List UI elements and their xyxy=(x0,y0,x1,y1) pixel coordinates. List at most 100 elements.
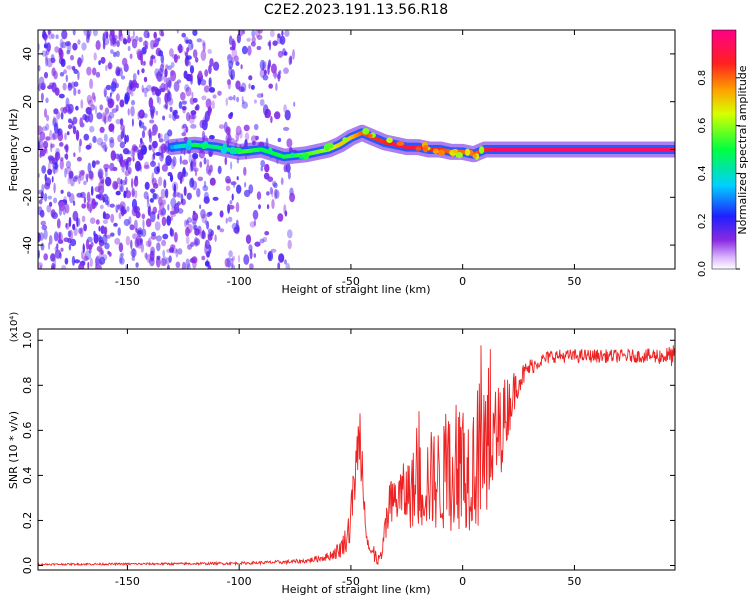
noise-blob xyxy=(87,99,94,107)
noise-blob xyxy=(127,30,131,39)
noise-blob xyxy=(162,233,169,240)
noise-blob xyxy=(134,190,138,199)
noise-blob xyxy=(231,38,235,49)
noise-blob xyxy=(136,162,142,171)
noise-blob xyxy=(140,55,143,66)
noise-blob xyxy=(96,264,102,269)
noise-blob xyxy=(118,30,121,41)
noise-blob xyxy=(69,229,73,241)
noise-blob xyxy=(131,178,134,189)
noise-blob xyxy=(212,196,219,201)
noise-blob xyxy=(248,75,253,81)
noise-blob xyxy=(73,87,77,96)
noise-blob xyxy=(95,194,102,199)
noise-blob xyxy=(112,166,118,172)
y-tick-label: -20 xyxy=(21,188,34,206)
noise-blob xyxy=(104,107,110,115)
ridge-blob xyxy=(290,152,295,158)
noise-blob xyxy=(160,82,166,92)
noise-blob xyxy=(92,67,97,76)
x-tick-label: -50 xyxy=(342,575,360,588)
noise-blob xyxy=(145,218,152,228)
x-tick-label: 0 xyxy=(459,575,466,588)
spectrogram-y-axis-label: Frequency (Hz) xyxy=(7,109,20,192)
noise-blob xyxy=(170,216,173,221)
noise-blob xyxy=(77,57,82,68)
noise-blob xyxy=(227,53,233,64)
noise-blob xyxy=(217,225,221,230)
noise-blob xyxy=(264,163,270,173)
noise-blob xyxy=(83,30,88,36)
noise-blob xyxy=(202,185,209,192)
noise-blob xyxy=(81,250,84,260)
noise-blob xyxy=(109,92,112,97)
colorbar-label: Normalized spectral amplitude xyxy=(736,65,749,234)
noise-blob xyxy=(158,138,164,143)
noise-blob xyxy=(119,99,125,108)
ridge-blob xyxy=(234,147,243,153)
noise-blob xyxy=(147,237,152,248)
noise-blob xyxy=(165,257,171,265)
noise-blob xyxy=(110,232,115,237)
noise-blob xyxy=(132,73,137,81)
noise-blob xyxy=(247,45,252,56)
noise-blob xyxy=(58,93,65,99)
noise-blob xyxy=(242,30,246,35)
noise-blob xyxy=(82,253,88,262)
noise-blob xyxy=(46,204,52,213)
noise-blob xyxy=(103,213,111,220)
noise-blob xyxy=(264,249,267,255)
noise-blob xyxy=(279,35,286,45)
noise-blob xyxy=(44,148,49,155)
noise-blob xyxy=(284,259,287,265)
noise-blob xyxy=(107,62,113,70)
noise-blob xyxy=(196,188,201,198)
noise-blob xyxy=(183,70,188,79)
noise-blob xyxy=(50,253,56,262)
noise-blob xyxy=(86,94,93,104)
noise-blob xyxy=(136,48,143,57)
noise-blob xyxy=(203,157,207,165)
noise-blob xyxy=(99,126,105,133)
noise-blob xyxy=(81,54,84,64)
noise-blob xyxy=(161,216,167,227)
noise-blob xyxy=(62,82,67,91)
noise-blob xyxy=(95,40,101,51)
noise-blob xyxy=(235,131,240,142)
y-tick-label: 0.0 xyxy=(21,557,34,575)
snr-y-multiplier: (x10⁴) xyxy=(9,312,20,343)
noise-blob xyxy=(226,257,233,262)
noise-blob xyxy=(53,257,57,267)
noise-blob xyxy=(259,99,265,107)
noise-blob xyxy=(245,234,252,244)
noise-blob xyxy=(47,30,52,36)
noise-blob xyxy=(149,256,155,267)
noise-blob xyxy=(47,168,53,175)
noise-blob xyxy=(45,97,49,104)
x-tick-label: 0 xyxy=(459,275,466,288)
noise-blob xyxy=(54,249,61,259)
noise-blob xyxy=(72,42,78,51)
noise-blob xyxy=(178,43,183,54)
noise-blob xyxy=(83,256,89,261)
ridge-blob xyxy=(437,149,446,157)
noise-blob xyxy=(73,259,81,264)
noise-blob xyxy=(284,30,290,37)
noise-blob xyxy=(170,210,176,215)
noise-blob xyxy=(122,148,130,155)
noise-blob xyxy=(123,190,127,199)
noise-blob xyxy=(57,131,64,142)
noise-blob xyxy=(287,171,291,180)
noise-blob xyxy=(42,140,49,149)
noise-blob xyxy=(270,116,273,124)
noise-blob xyxy=(60,58,66,67)
noise-blob xyxy=(64,167,67,178)
noise-blob xyxy=(287,239,292,250)
noise-blob xyxy=(283,67,289,74)
spectrogram-x-ticks: -150 -100 -50 0 50 xyxy=(115,30,581,288)
noise-blob xyxy=(283,204,287,215)
noise-blob xyxy=(65,74,69,83)
noise-blob xyxy=(70,54,74,61)
noise-blob xyxy=(269,186,273,195)
noise-blob xyxy=(105,64,108,72)
